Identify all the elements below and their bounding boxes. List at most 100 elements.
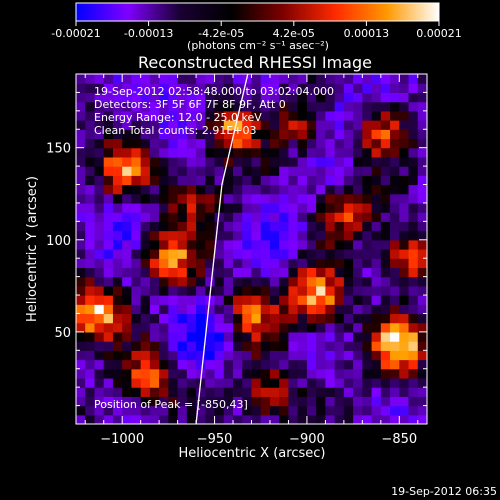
heatmap-cell xyxy=(306,166,317,176)
heatmap-cell xyxy=(214,377,225,388)
heatmap-cell xyxy=(177,221,188,232)
heatmap-cell xyxy=(343,267,354,278)
heatmap-cell xyxy=(316,267,326,278)
heatmap-cell xyxy=(186,193,197,204)
heatmap-cell xyxy=(103,295,114,305)
heatmap-cell xyxy=(306,101,317,112)
heatmap-cell xyxy=(269,120,280,130)
heatmap-cell xyxy=(112,405,123,416)
heatmap-cell xyxy=(334,230,345,241)
heatmap-cell xyxy=(122,405,133,416)
heatmap-cell xyxy=(306,322,317,333)
heatmap-cell xyxy=(390,184,400,195)
heatmap-cell xyxy=(251,212,262,222)
heatmap-cell xyxy=(205,147,216,158)
heatmap-cell xyxy=(279,156,290,167)
heatmap-cell xyxy=(399,322,410,333)
heatmap-cell xyxy=(112,313,123,324)
heatmap-cell xyxy=(316,202,326,213)
heatmap-cell xyxy=(260,120,271,130)
heatmap-cell xyxy=(159,396,169,407)
heatmap-cell xyxy=(306,387,317,397)
heatmap-cell xyxy=(242,258,253,269)
heatmap-cell xyxy=(306,249,317,259)
heatmap-cell xyxy=(399,193,410,204)
heatmap-cell xyxy=(149,175,160,186)
heatmap-cell xyxy=(380,110,391,121)
heatmap-cell xyxy=(306,212,317,222)
heatmap-cell xyxy=(399,359,410,370)
heatmap-cell xyxy=(205,405,216,416)
heatmap-cell xyxy=(316,147,326,158)
heatmap-cell xyxy=(196,138,206,149)
heatmap-cell xyxy=(186,184,197,195)
heatmap-cell xyxy=(122,322,133,333)
heatmap-cell xyxy=(205,239,216,250)
heatmap-cell xyxy=(334,368,345,379)
heatmap-cell xyxy=(417,92,427,103)
heatmap-cell xyxy=(251,175,262,186)
heatmap-cell xyxy=(205,212,216,222)
heatmap-cell xyxy=(371,212,382,222)
heatmap-cell xyxy=(399,202,410,213)
heatmap-cell xyxy=(343,221,354,232)
heatmap-image xyxy=(76,74,427,424)
heatmap-cell xyxy=(325,313,336,324)
heatmap-cell xyxy=(279,239,290,250)
colorbar xyxy=(75,2,440,22)
heatmap-cell xyxy=(353,387,363,397)
heatmap-cell xyxy=(288,138,299,149)
chart-title: Reconstructed RHESSI Image xyxy=(138,53,372,72)
heatmap-cell xyxy=(279,267,290,278)
heatmap-cell xyxy=(223,193,234,204)
heatmap-cell xyxy=(214,368,225,379)
x-axis-ticks: −1000 −950 −900 −850 xyxy=(84,74,419,447)
heatmap-cell xyxy=(233,414,243,424)
heatmap-cell xyxy=(76,414,86,424)
heatmap-cell xyxy=(242,341,253,351)
heatmap-cell xyxy=(233,377,243,388)
heatmap-cell xyxy=(196,83,206,94)
heatmap-cell xyxy=(159,414,169,424)
heatmap-cell xyxy=(353,396,363,407)
heatmap-cell xyxy=(177,258,188,269)
heatmap-cell xyxy=(362,276,373,287)
heatmap-cell xyxy=(297,110,308,121)
heatmap-cell xyxy=(288,156,299,167)
heatmap-cell xyxy=(390,138,400,149)
heatmap-cell xyxy=(288,175,299,186)
heatmap-cell xyxy=(168,258,179,269)
heatmap-cell xyxy=(260,74,271,84)
heatmap-cell xyxy=(140,322,151,333)
heatmap-cell xyxy=(343,83,354,94)
heatmap-cell xyxy=(399,156,410,167)
heatmap-cell xyxy=(288,212,299,222)
heatmap-cell xyxy=(122,359,133,370)
heatmap-cell xyxy=(196,285,206,296)
heatmap-cell xyxy=(131,295,142,305)
heatmap-cell xyxy=(353,313,363,324)
heatmap-cell xyxy=(334,202,345,213)
heatmap-cell xyxy=(316,212,326,222)
heatmap-cell xyxy=(131,221,142,232)
heatmap-cell xyxy=(140,92,151,103)
heatmap-cell xyxy=(205,175,216,186)
heatmap-cell xyxy=(269,221,280,232)
heatmap-cell xyxy=(103,377,114,388)
heatmap-cell xyxy=(205,258,216,269)
heatmap-cell xyxy=(196,129,206,140)
heatmap-cell xyxy=(260,230,271,241)
heatmap-cell xyxy=(94,387,105,397)
heatmap-cell xyxy=(233,258,243,269)
heatmap-cell xyxy=(269,110,280,121)
heatmap-cell xyxy=(242,377,253,388)
colorbar-tick-label: 0.00013 xyxy=(344,27,390,40)
heatmap-cell xyxy=(159,193,169,204)
heatmap-cell xyxy=(306,377,317,388)
heatmap-cell xyxy=(186,202,197,213)
heatmap-cell xyxy=(260,138,271,149)
heatmap-cell xyxy=(76,249,86,259)
heatmap-cell xyxy=(343,175,354,186)
heatmap-cell xyxy=(214,138,225,149)
heatmap-cell xyxy=(103,249,114,259)
